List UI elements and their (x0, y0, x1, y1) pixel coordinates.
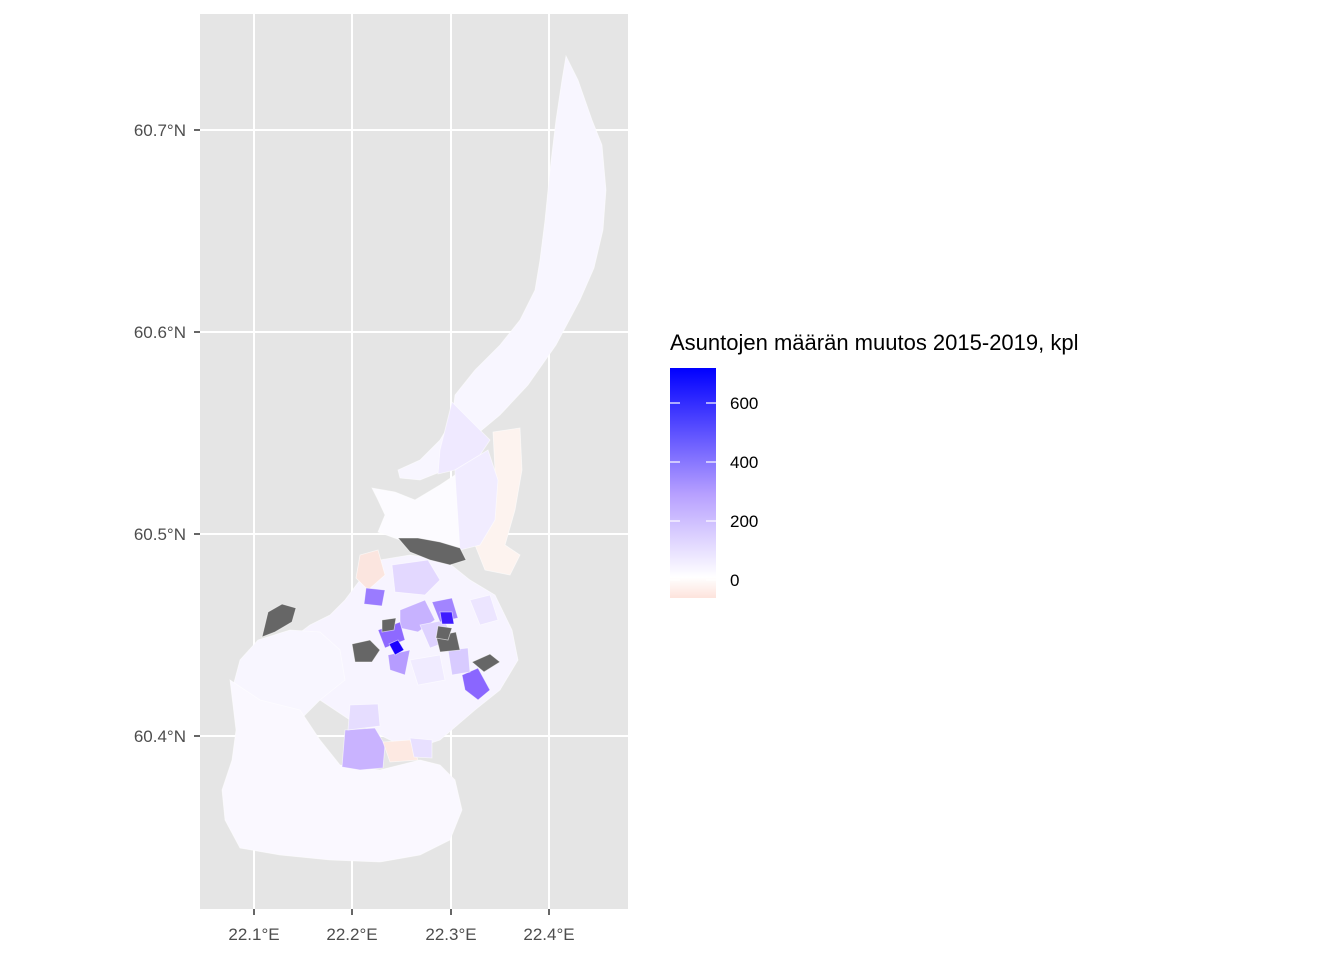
x-tick-label-22.3: 22.3°E (425, 925, 476, 944)
legend: Asuntojen määrän muutos 2015-2019, kpl 6… (670, 330, 1078, 598)
region-south-lavender (347, 703, 381, 731)
x-tick-label-22.4: 22.4°E (523, 925, 574, 944)
x-tick-label-22.2: 22.2°E (326, 925, 377, 944)
legend-label-200: 200 (730, 512, 758, 531)
region-nw-peach (355, 549, 386, 591)
region-left-purple (363, 587, 386, 607)
legend-colorbar (670, 368, 716, 598)
region-hotspot-1 (388, 639, 405, 656)
legend-colorbar-ticks (670, 402, 716, 581)
legend-label-600: 600 (730, 394, 758, 413)
region-north (397, 54, 607, 481)
region-center-f (409, 654, 446, 686)
region-center-d (387, 649, 411, 676)
region-na-north (397, 537, 467, 566)
legend-label-0: 0 (730, 571, 739, 590)
region-east-light (469, 594, 499, 626)
region-east-lavender (447, 647, 471, 676)
region-hotspot-2 (439, 611, 455, 625)
region-south-purple (341, 727, 386, 771)
map-regions (221, 54, 607, 863)
region-center-lavender (391, 559, 441, 596)
region-na-west (261, 603, 297, 638)
region-south (221, 679, 463, 863)
region-east-purple (461, 667, 491, 701)
y-tick-label-60.6: 60.6°N (134, 323, 186, 342)
region-na-east (471, 653, 501, 673)
region-na-center-2 (381, 617, 397, 633)
y-tick-label-60.7: 60.7°N (134, 121, 186, 140)
region-na-center-1 (351, 639, 381, 663)
y-tick-label-60.4: 60.4°N (134, 727, 186, 746)
legend-title: Asuntojen määrän muutos 2015-2019, kpl (670, 330, 1078, 355)
y-tick-label-60.5: 60.5°N (134, 525, 186, 544)
region-south-lavender-2 (409, 737, 433, 759)
x-axis: 22.1°E 22.2°E 22.3°E 22.4°E (228, 909, 575, 944)
region-na-center-4 (435, 625, 453, 641)
y-axis: 60.7°N 60.6°N 60.5°N 60.4°N (134, 121, 200, 746)
region-south-peach (382, 739, 419, 763)
legend-label-400: 400 (730, 453, 758, 472)
x-tick-label-22.1: 22.1°E (228, 925, 279, 944)
